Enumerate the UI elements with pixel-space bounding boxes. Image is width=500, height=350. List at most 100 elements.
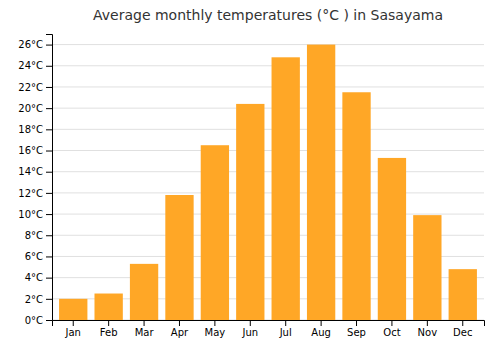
bar: [201, 145, 229, 320]
x-tick-label: Jun: [241, 327, 258, 338]
y-tick: 18°C: [18, 124, 52, 135]
x-tick: Dec: [453, 320, 472, 338]
grid-line: [52, 192, 484, 193]
x-tick-mark: [462, 320, 463, 326]
y-tick-mark: [46, 235, 52, 236]
chart: 0°C 2°C 4°C 6°C 8°C 10°C 12°C 14°C 16°C 18°C 20°C 2…: [0, 0, 500, 350]
bar: [449, 269, 477, 320]
y-tick-mark: [46, 151, 52, 152]
bar: [307, 45, 335, 320]
x-tick-label: Oct: [383, 327, 400, 338]
x-axis-line: [53, 321, 485, 327]
y-tick-label: 2°C: [25, 294, 43, 305]
y-tick: 22°C: [18, 82, 52, 93]
y-tick-mark: [46, 129, 52, 130]
x-tick-label: Jan: [65, 327, 81, 338]
grid-line: [52, 86, 484, 87]
y-tick-label: 4°C: [25, 272, 43, 283]
x-tick-mark: [250, 320, 251, 326]
y-axis-line: [46, 35, 53, 321]
x-tick-label: Nov: [418, 327, 438, 338]
y-tick: 24°C: [18, 60, 52, 71]
grid: [52, 45, 484, 320]
bar: [236, 104, 264, 320]
y-tick: 20°C: [18, 103, 52, 114]
x-tick: Nov: [418, 320, 438, 338]
y-tick-mark: [46, 278, 52, 279]
x-tick-label: Sep: [347, 327, 366, 338]
x-tick-mark: [321, 320, 322, 326]
y-tick-label: 6°C: [25, 251, 43, 262]
x-tick: Apr: [171, 320, 189, 338]
y-tick-mark: [46, 256, 52, 257]
plot-area: 0°C 2°C 4°C 6°C 8°C 10°C 12°C 14°C 16°C 18°C 20°C 2…: [18, 35, 484, 339]
grid-line: [52, 44, 484, 45]
bar: [413, 215, 441, 320]
bar: [342, 92, 370, 320]
x-tick-mark: [427, 320, 428, 326]
y-tick-label: 0°C: [25, 315, 43, 326]
y-tick-label: 26°C: [18, 39, 43, 50]
y-tick: 6°C: [25, 251, 52, 262]
bar: [272, 57, 300, 320]
y-tick-mark: [46, 299, 52, 300]
grid-line: [52, 129, 484, 130]
y-tick-label: 10°C: [18, 209, 43, 220]
x-tick-label: Feb: [100, 327, 118, 338]
x-tick-label: Dec: [453, 327, 472, 338]
x-tick: Sep: [347, 320, 366, 338]
y-tick-mark: [46, 320, 52, 321]
x-axis: Jan Feb Mar Apr May Jun Jul Aug Sep Oct Nov Dec: [53, 320, 485, 338]
y-tick-label: 14°C: [18, 166, 43, 177]
x-tick-mark: [179, 320, 180, 326]
y-tick-label: 18°C: [18, 124, 43, 135]
y-tick: 2°C: [25, 294, 52, 305]
y-tick-mark: [46, 214, 52, 215]
y-tick-mark: [46, 172, 52, 173]
y-tick-label: 16°C: [18, 145, 43, 156]
bar: [59, 299, 87, 320]
x-tick: Jul: [279, 320, 292, 338]
bar: [165, 195, 193, 320]
y-tick: 4°C: [25, 272, 52, 283]
grid-line: [52, 65, 484, 66]
x-tick: Jan: [65, 320, 81, 338]
x-tick-label: Jul: [279, 327, 292, 338]
y-tick-label: 20°C: [18, 103, 43, 114]
y-tick-label: 24°C: [18, 60, 43, 71]
x-tick-mark: [214, 320, 215, 326]
grid-line: [52, 171, 484, 172]
y-tick-mark: [46, 45, 52, 46]
x-tick-label: May: [205, 327, 226, 338]
x-tick-label: Aug: [311, 327, 331, 338]
bar: [94, 294, 122, 320]
x-tick: Feb: [100, 320, 118, 338]
y-tick-label: 12°C: [18, 188, 43, 199]
x-tick-label: Mar: [135, 327, 155, 338]
x-tick: Jun: [241, 320, 258, 338]
title: Average monthly temperatures (°C ) in Sa…: [93, 7, 443, 23]
grid-line: [52, 214, 484, 215]
y-tick: 26°C: [18, 39, 52, 50]
grid-line: [52, 150, 484, 151]
y-tick: 16°C: [18, 145, 52, 156]
y-tick-label: 8°C: [25, 230, 43, 241]
y-tick-mark: [46, 66, 52, 67]
y-tick-label: 22°C: [18, 82, 43, 93]
x-tick: May: [205, 320, 226, 338]
y-tick: 14°C: [18, 166, 52, 177]
x-tick-label: Apr: [171, 327, 189, 338]
x-tick-mark: [285, 320, 286, 326]
x-tick-mark: [144, 320, 145, 326]
x-tick-mark: [391, 320, 392, 326]
x-tick-mark: [108, 320, 109, 326]
x-tick-mark: [356, 320, 357, 326]
bar: [378, 158, 406, 320]
y-tick: 10°C: [18, 209, 52, 220]
bars: [59, 45, 477, 320]
x-tick: Aug: [311, 320, 331, 338]
y-tick: 0°C: [25, 315, 52, 326]
y-tick-mark: [46, 87, 52, 88]
y-tick-mark: [46, 108, 52, 109]
y-tick: 8°C: [25, 230, 52, 241]
